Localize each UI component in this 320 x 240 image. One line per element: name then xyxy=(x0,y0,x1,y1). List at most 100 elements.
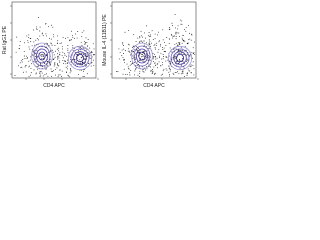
event-dot xyxy=(40,71,42,72)
event-dot xyxy=(31,63,33,65)
event-dot xyxy=(185,49,187,51)
event-dot xyxy=(30,72,32,74)
event-dot xyxy=(171,58,173,60)
event-dot xyxy=(88,52,90,54)
event-dot xyxy=(137,37,139,39)
event-dot xyxy=(35,73,37,75)
event-dot xyxy=(168,43,170,45)
event-dot xyxy=(130,49,132,51)
plot-panel: Mouse IL-4 (11B11) PE CD4 APC xyxy=(102,1,199,89)
event-dot xyxy=(152,72,154,74)
event-dot xyxy=(90,52,92,53)
event-dot xyxy=(162,49,164,50)
event-dot xyxy=(70,39,72,41)
event-dot xyxy=(74,52,76,54)
event-dot xyxy=(154,43,156,45)
density-contour xyxy=(38,51,46,61)
event-dot xyxy=(42,35,44,37)
density-contour xyxy=(173,51,187,65)
event-dot xyxy=(155,42,157,44)
event-dot xyxy=(33,51,35,53)
event-dot xyxy=(37,66,39,68)
event-dot xyxy=(57,65,59,66)
event-dot xyxy=(73,62,75,64)
event-dot xyxy=(155,45,157,46)
event-dot xyxy=(169,74,170,75)
plot-panel: Rat IgG1 PE CD4 APC xyxy=(2,1,99,89)
event-dot xyxy=(40,55,42,57)
event-dot xyxy=(14,75,16,76)
event-dot xyxy=(134,55,136,57)
event-dot xyxy=(67,48,69,50)
event-dot xyxy=(162,73,163,75)
event-dot xyxy=(145,45,147,47)
event-dot xyxy=(168,65,170,67)
event-dot xyxy=(168,38,170,40)
event-dot xyxy=(186,59,188,61)
event-dot xyxy=(163,68,165,70)
event-dot xyxy=(148,32,150,33)
event-dot xyxy=(139,66,141,68)
event-dot xyxy=(183,40,185,41)
event-dot xyxy=(145,55,147,57)
event-dot xyxy=(192,57,194,59)
event-dot xyxy=(171,51,173,53)
event-dot xyxy=(50,42,52,44)
event-dot xyxy=(60,42,62,44)
event-dot xyxy=(170,62,171,64)
event-dot xyxy=(127,43,129,45)
event-dot xyxy=(49,62,51,64)
event-dot xyxy=(50,68,52,70)
event-dot xyxy=(41,33,43,35)
event-dot xyxy=(86,41,88,43)
event-dot xyxy=(175,33,177,35)
event-dot xyxy=(29,65,30,67)
x-axis-label: CD4 APC xyxy=(143,83,165,89)
event-dot xyxy=(174,51,176,53)
event-dot xyxy=(158,61,160,63)
event-dot xyxy=(38,65,39,67)
event-dot xyxy=(160,65,162,67)
event-dot xyxy=(25,65,27,67)
event-dot xyxy=(166,69,168,71)
event-dot xyxy=(150,70,152,72)
event-dot xyxy=(33,60,35,62)
event-dot xyxy=(91,62,93,63)
event-dot xyxy=(176,32,178,34)
event-dot xyxy=(50,50,51,52)
event-dot xyxy=(45,66,47,68)
event-dot xyxy=(173,74,175,75)
event-dot xyxy=(66,55,67,57)
event-dot xyxy=(139,37,141,39)
event-dot xyxy=(190,64,192,66)
event-dot xyxy=(123,58,125,60)
event-dot xyxy=(59,69,61,71)
event-dot xyxy=(148,56,150,58)
event-dot xyxy=(54,64,56,66)
event-dot xyxy=(164,50,166,52)
event-dot xyxy=(189,55,191,57)
density-contour xyxy=(36,48,49,64)
event-dot xyxy=(174,14,176,16)
event-dot xyxy=(37,17,39,18)
event-dot xyxy=(172,37,174,39)
event-dot xyxy=(50,64,52,66)
event-dot xyxy=(149,40,151,42)
event-dot xyxy=(187,39,189,41)
event-dot xyxy=(28,60,30,62)
event-dot xyxy=(136,49,138,51)
event-dot xyxy=(146,54,147,56)
event-dot xyxy=(135,64,137,66)
event-dot xyxy=(48,26,50,28)
event-dot xyxy=(190,72,192,74)
event-dot xyxy=(178,52,180,54)
event-dot xyxy=(168,75,170,77)
event-dot xyxy=(37,68,38,70)
event-dot xyxy=(129,50,131,52)
event-dot xyxy=(182,34,184,36)
event-dot xyxy=(54,69,56,70)
event-dot xyxy=(146,56,148,58)
event-dot xyxy=(138,47,140,49)
event-dot xyxy=(183,53,185,55)
event-dot xyxy=(48,52,50,53)
